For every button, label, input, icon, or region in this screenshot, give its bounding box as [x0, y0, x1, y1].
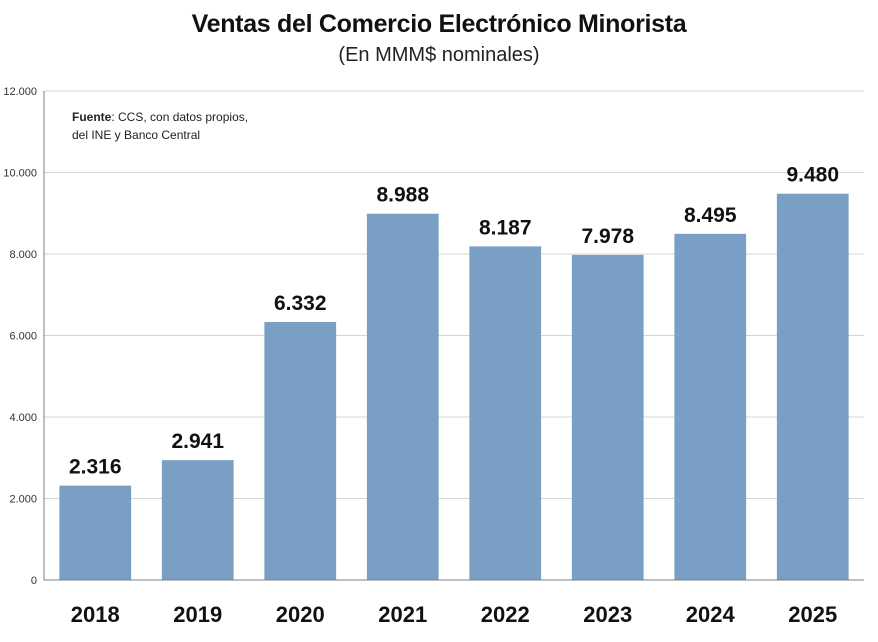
chart-title: Ventas del Comercio Electrónico Minorist… [191, 10, 687, 38]
bars [59, 193, 849, 581]
chart-subtitle: (En MMM$ nominales) [338, 44, 540, 66]
source-text-line2: del INE y Banco Central [72, 128, 201, 142]
x-tick-label: 2024 [686, 602, 736, 627]
source-text-line1: : CCS, con datos propios, [111, 110, 249, 124]
data-label: 9.480 [786, 164, 839, 187]
x-tick-label: 2019 [173, 602, 222, 627]
x-tick-label: 2025 [788, 602, 837, 627]
y-tick-label: 4.000 [9, 412, 37, 424]
x-tick-label: 2018 [71, 602, 120, 627]
bar [366, 213, 439, 580]
x-tick-label: 2021 [378, 602, 427, 627]
bar [776, 193, 849, 580]
bar [264, 321, 337, 580]
y-tick-label: 8.000 [9, 249, 37, 261]
data-label: 8.988 [376, 184, 429, 207]
y-tick-label: 10.000 [3, 168, 37, 180]
data-label: 2.941 [171, 430, 224, 453]
y-tick-label: 12.000 [3, 86, 37, 98]
bar [59, 485, 132, 580]
axes: 0 2.000 4.000 6.000 8.000 10.000 12.000 2018 201… [3, 86, 864, 627]
bar [674, 233, 747, 581]
y-tick-label: 0 [31, 575, 37, 587]
data-label: 8.187 [479, 216, 532, 239]
bar [161, 460, 234, 580]
x-tick-label: 2020 [276, 602, 325, 627]
data-labels: 2.316 2.941 6.332 8.988 8.187 7.978 8.495 9.480 [69, 164, 839, 479]
bar [571, 254, 644, 581]
x-tick-label: 2023 [583, 602, 632, 627]
source-annotation: Fuente: CCS, con datos propios, del INE … [72, 108, 248, 144]
y-tick-label: 2.000 [9, 494, 37, 506]
data-label: 2.316 [69, 456, 122, 479]
bar [469, 246, 542, 580]
source-label: Fuente [72, 110, 112, 124]
y-tick-label: 6.000 [9, 331, 37, 343]
x-tick-label: 2022 [481, 602, 530, 627]
data-label: 8.495 [684, 204, 737, 227]
data-label: 6.332 [274, 292, 327, 315]
data-label: 7.978 [581, 225, 634, 248]
